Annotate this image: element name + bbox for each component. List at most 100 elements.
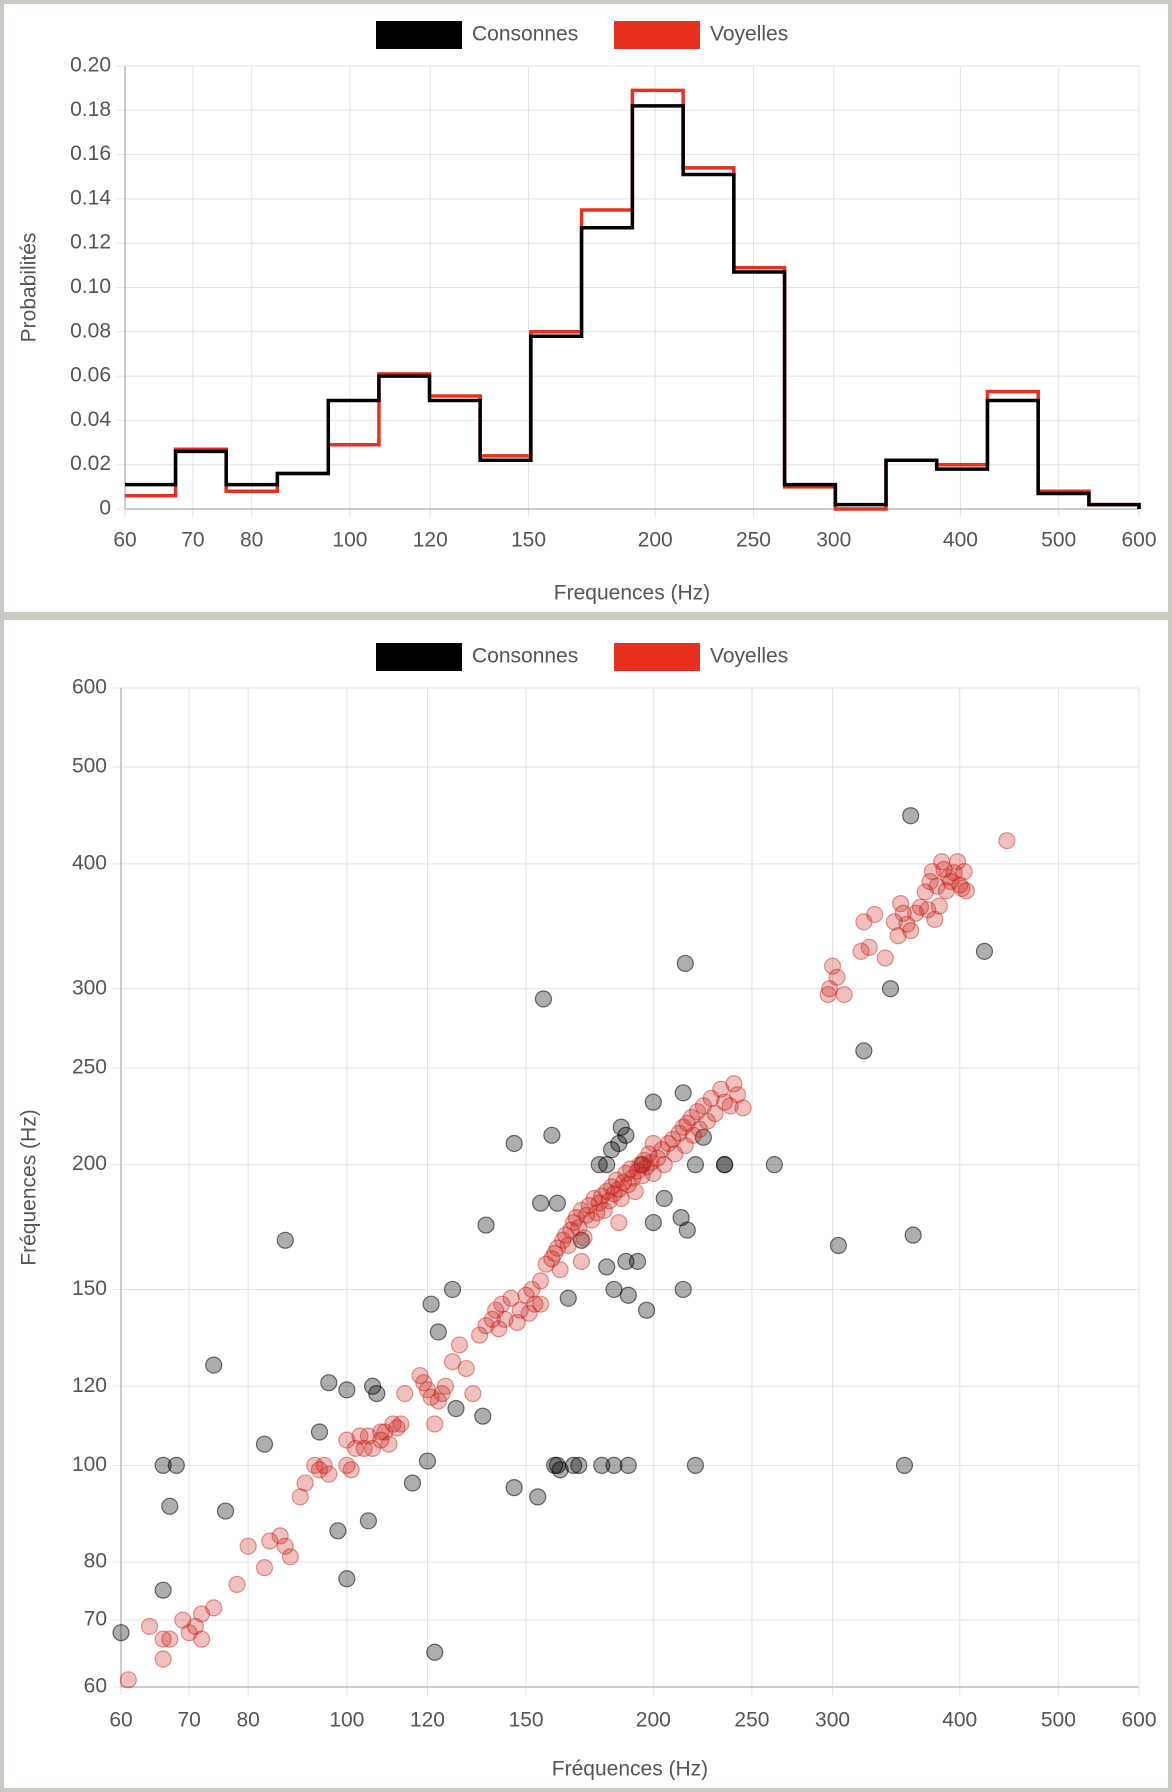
point-consonnes[interactable]	[639, 1302, 655, 1318]
point-voyelles[interactable]	[155, 1651, 171, 1667]
point-consonnes[interactable]	[321, 1375, 337, 1391]
point-consonnes[interactable]	[155, 1582, 171, 1598]
point-voyelles[interactable]	[931, 898, 947, 914]
point-consonnes[interactable]	[679, 1222, 695, 1238]
point-consonnes[interactable]	[856, 1043, 872, 1059]
point-consonnes[interactable]	[896, 1457, 912, 1473]
point-consonnes[interactable]	[369, 1386, 385, 1402]
point-voyelles[interactable]	[142, 1618, 158, 1634]
legend-swatch-voyelles[interactable]	[614, 643, 700, 671]
point-consonnes[interactable]	[903, 808, 919, 824]
point-voyelles[interactable]	[397, 1386, 413, 1402]
point-consonnes[interactable]	[218, 1503, 234, 1519]
point-consonnes[interactable]	[905, 1227, 921, 1243]
point-consonnes[interactable]	[475, 1408, 491, 1424]
point-consonnes[interactable]	[339, 1571, 355, 1587]
point-voyelles[interactable]	[427, 1416, 443, 1432]
point-consonnes[interactable]	[645, 1215, 661, 1231]
point-consonnes[interactable]	[606, 1457, 622, 1473]
point-voyelles[interactable]	[465, 1386, 481, 1402]
point-consonnes[interactable]	[830, 1237, 846, 1253]
point-consonnes[interactable]	[506, 1480, 522, 1496]
point-consonnes[interactable]	[360, 1513, 376, 1529]
legend-swatch-consonnes[interactable]	[376, 643, 462, 671]
point-consonnes[interactable]	[606, 1281, 622, 1297]
point-voyelles[interactable]	[321, 1466, 337, 1482]
point-consonnes[interactable]	[419, 1453, 435, 1469]
point-consonnes[interactable]	[687, 1157, 703, 1173]
point-voyelles[interactable]	[958, 883, 974, 899]
point-voyelles[interactable]	[573, 1253, 589, 1269]
point-consonnes[interactable]	[560, 1290, 576, 1306]
point-consonnes[interactable]	[599, 1259, 615, 1275]
point-consonnes[interactable]	[882, 981, 898, 997]
point-voyelles[interactable]	[560, 1237, 576, 1253]
point-voyelles[interactable]	[645, 1135, 661, 1151]
point-consonnes[interactable]	[717, 1157, 733, 1173]
point-voyelles[interactable]	[533, 1296, 549, 1312]
point-consonnes[interactable]	[445, 1281, 461, 1297]
point-consonnes[interactable]	[448, 1401, 464, 1417]
point-voyelles[interactable]	[867, 906, 883, 922]
point-consonnes[interactable]	[675, 1281, 691, 1297]
point-consonnes[interactable]	[618, 1127, 634, 1143]
point-consonnes[interactable]	[404, 1475, 420, 1491]
point-consonnes[interactable]	[571, 1457, 587, 1473]
point-consonnes[interactable]	[277, 1232, 293, 1248]
point-voyelles[interactable]	[120, 1672, 136, 1688]
point-consonnes[interactable]	[339, 1382, 355, 1398]
point-voyelles[interactable]	[162, 1631, 178, 1647]
point-voyelles[interactable]	[393, 1416, 409, 1432]
point-consonnes[interactable]	[620, 1287, 636, 1303]
point-voyelles[interactable]	[836, 987, 852, 1003]
legend-swatch-consonnes[interactable]	[376, 21, 462, 49]
point-consonnes[interactable]	[687, 1457, 703, 1473]
point-voyelles[interactable]	[229, 1576, 245, 1592]
point-voyelles[interactable]	[576, 1230, 592, 1246]
point-consonnes[interactable]	[113, 1625, 129, 1641]
point-voyelles[interactable]	[877, 950, 893, 966]
point-consonnes[interactable]	[330, 1523, 346, 1539]
point-consonnes[interactable]	[311, 1424, 327, 1440]
point-voyelles[interactable]	[735, 1100, 751, 1116]
point-voyelles[interactable]	[552, 1262, 568, 1278]
point-consonnes[interactable]	[645, 1094, 661, 1110]
point-voyelles[interactable]	[282, 1549, 298, 1565]
point-voyelles[interactable]	[903, 923, 919, 939]
point-consonnes[interactable]	[162, 1498, 178, 1514]
point-voyelles[interactable]	[999, 833, 1015, 849]
legend-swatch-voyelles[interactable]	[614, 21, 700, 49]
point-consonnes[interactable]	[766, 1157, 782, 1173]
point-voyelles[interactable]	[194, 1631, 210, 1647]
point-voyelles[interactable]	[451, 1337, 467, 1353]
point-voyelles[interactable]	[829, 969, 845, 985]
point-consonnes[interactable]	[976, 943, 992, 959]
point-voyelles[interactable]	[861, 939, 877, 955]
point-consonnes[interactable]	[427, 1644, 443, 1660]
point-voyelles[interactable]	[611, 1215, 627, 1231]
point-consonnes[interactable]	[478, 1217, 494, 1233]
point-consonnes[interactable]	[506, 1135, 522, 1151]
point-consonnes[interactable]	[675, 1085, 691, 1101]
point-voyelles[interactable]	[206, 1600, 222, 1616]
point-voyelles[interactable]	[240, 1538, 256, 1554]
point-voyelles[interactable]	[627, 1183, 643, 1199]
point-consonnes[interactable]	[206, 1357, 222, 1373]
point-consonnes[interactable]	[423, 1296, 439, 1312]
point-voyelles[interactable]	[956, 864, 972, 880]
point-consonnes[interactable]	[535, 991, 551, 1007]
point-consonnes[interactable]	[533, 1195, 549, 1211]
point-consonnes[interactable]	[256, 1436, 272, 1452]
point-consonnes[interactable]	[620, 1457, 636, 1473]
point-voyelles[interactable]	[297, 1475, 313, 1491]
point-consonnes[interactable]	[168, 1457, 184, 1473]
point-consonnes[interactable]	[530, 1489, 546, 1505]
point-consonnes[interactable]	[544, 1127, 560, 1143]
point-voyelles[interactable]	[458, 1361, 474, 1377]
point-consonnes[interactable]	[677, 955, 693, 971]
point-voyelles[interactable]	[381, 1436, 397, 1452]
point-consonnes[interactable]	[599, 1157, 615, 1173]
point-voyelles[interactable]	[533, 1273, 549, 1289]
point-consonnes[interactable]	[656, 1190, 672, 1206]
point-consonnes[interactable]	[630, 1253, 646, 1269]
